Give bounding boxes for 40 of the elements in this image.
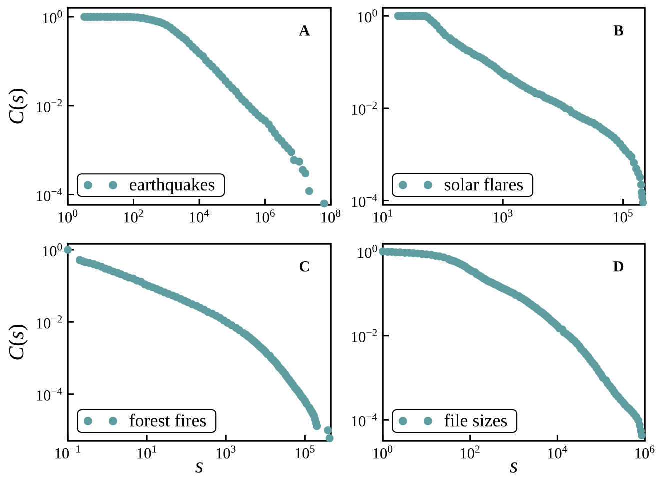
y-tick-label: 10$^{−4}$	[352, 414, 378, 427]
legend-label: earthquakes	[130, 178, 215, 194]
legend-label: forest fires	[130, 414, 206, 427]
annotation: D	[614, 262, 624, 272]
x-tick-label: 10$^{6}$	[256, 210, 275, 223]
legend-label: solar flares	[444, 178, 524, 191]
y-tick-label: 10$^{−2}$	[37, 316, 62, 329]
x-axis-title: s	[510, 462, 518, 473]
annotation: B	[614, 26, 624, 36]
x-tick-label: 10$^{3}$	[494, 210, 513, 223]
y-tick-label: 10$^{−2}$	[37, 99, 62, 112]
x-tick-label: 10$^{6}$	[636, 446, 655, 459]
y-tick-label: 10$^{−2}$	[352, 102, 378, 115]
x-tick-label: 10$^{4}$	[548, 446, 568, 459]
x-tick-label: 10$^{2}$	[460, 446, 480, 459]
y-tick-label: 10$^{0}$	[358, 10, 378, 23]
x-tick-label: 10$^{5}$	[296, 446, 315, 459]
y-tick-label: 10$^{0}$	[358, 245, 378, 258]
y-axis-title: C(s)	[8, 88, 28, 124]
y-tick-label: 10$^{−2}$	[352, 329, 378, 342]
x-tick-label: 10$^{5}$	[614, 210, 633, 223]
x-tick-label: 10$^{4}$	[190, 210, 210, 223]
y-tick-label: 10$^{−4}$	[37, 188, 62, 202]
x-axis-title: s	[196, 462, 204, 473]
x-tick-label: 10$^{0}$	[58, 210, 78, 223]
y-tick-label: 10$^{0}$	[43, 10, 62, 24]
x-tick-label: 10$^{1}$	[374, 210, 392, 223]
annotation: A	[299, 26, 310, 36]
y-tick-label: 10$^{−4}$	[37, 388, 62, 401]
y-tick-label: 10$^{0}$	[43, 244, 62, 257]
x-tick-label: 10$^{3}$	[216, 446, 236, 459]
x-tick-label: 10$^{−1}$	[56, 446, 80, 459]
x-tick-label: 10$^{0}$	[374, 446, 393, 459]
y-tick-label: 10$^{−4}$	[352, 194, 378, 208]
x-tick-label: 10$^{2}$	[124, 210, 144, 223]
x-tick-label: 10$^{8}$	[322, 210, 341, 223]
annotation: C	[300, 262, 310, 272]
x-tick-label: 10$^{1}$	[138, 446, 156, 459]
legend-label: file sizes	[444, 414, 508, 427]
y-axis-title: C(s)	[8, 324, 28, 360]
